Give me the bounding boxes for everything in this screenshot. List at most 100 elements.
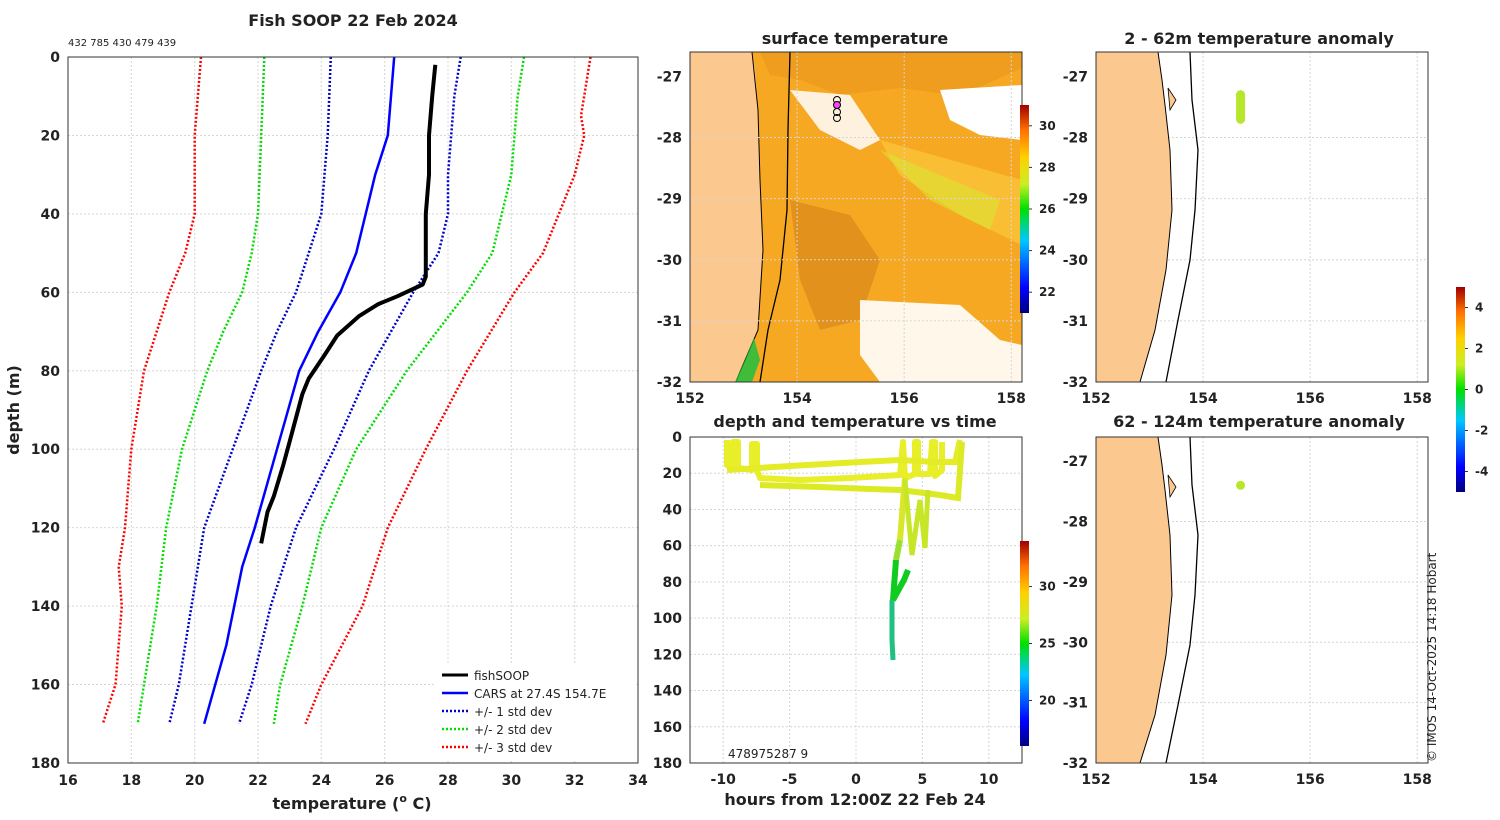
anomaly-colorbar-tick: 2 [1475, 342, 1483, 356]
anomaly-lower-points [1236, 480, 1246, 490]
timeseries-track-mid [759, 441, 965, 502]
profile-series [101, 57, 592, 725]
profile-x-tick: 24 [312, 773, 332, 789]
timeseries-deepest [889, 600, 896, 661]
profile-y-label: depth (m) [4, 365, 23, 455]
anomaly-upper-y-tick: -30 [1063, 253, 1089, 269]
anomaly-lower-coastline [1139, 437, 1173, 763]
timeseries-descent-mid [893, 539, 903, 561]
profile-x-tick: 22 [248, 773, 267, 789]
anomaly-lower-x-tick: 156 [1296, 772, 1325, 788]
sst-colorbar-tick: 24 [1039, 244, 1056, 258]
timeseries-y-tick: 60 [663, 539, 683, 555]
anomaly-colorbar [1456, 287, 1465, 492]
timeseries-y-tick: 80 [663, 575, 683, 591]
sst-y-tick: -32 [657, 375, 682, 391]
profile-plot-area [68, 57, 638, 763]
profile-y-tick: 60 [41, 285, 61, 301]
sst-track-point [833, 114, 841, 122]
profile-x-tick: 20 [185, 773, 205, 789]
anomaly-upper-x-tick: 154 [1188, 391, 1217, 407]
sst-x-tick: 156 [890, 391, 919, 407]
anomaly-upper-coastline [1139, 52, 1173, 382]
timeseries-x-tick: 10 [979, 772, 999, 788]
profile-y-tick: 100 [31, 442, 60, 458]
timeseries-y-tick: 180 [653, 756, 682, 772]
profile-header-ids: 432 785 430 479 439 [68, 38, 176, 49]
timeseries-x-tick: -5 [782, 772, 798, 788]
sst-y-ticks: -27 -28 -29 -30 -31 -32 [657, 69, 683, 391]
anomaly-lower-x-tick: 154 [1188, 772, 1217, 788]
anomaly-lower-y-tick: -31 [1063, 696, 1088, 712]
anomaly-lower-anomaly-point [1236, 480, 1246, 490]
sst-x-tick: 152 [675, 391, 704, 407]
anomaly-lower-y-tick: -29 [1063, 575, 1088, 591]
timeseries-y-tick: 40 [663, 502, 683, 518]
sst-y-tick: -28 [657, 131, 682, 147]
sst-warm-eddy [790, 200, 880, 330]
sst-warm-band [760, 52, 1022, 96]
timeseries-colorbar [1020, 541, 1029, 746]
timeseries-y-tick: 160 [653, 720, 682, 736]
timeseries-x-label: hours from 12:00Z 22 Feb 24 [724, 790, 985, 809]
anomaly-upper-panel: 2 - 62m temperature anomaly 152 154 156 158… [1063, 29, 1432, 407]
legend-label-cars: CARS at 27.4S 154.7E [474, 687, 606, 701]
timeseries-y-ticks: 0 20 40 60 80 100 120 140 160 180 [653, 430, 682, 772]
anomaly-lower-x-tick: 158 [1403, 772, 1432, 788]
profile-x-ticks: 16 18 20 22 24 26 28 30 32 34 [58, 773, 648, 789]
anomaly-upper-x-tick: 156 [1296, 391, 1325, 407]
timeseries-track-upper [724, 439, 945, 483]
sst-x-ticks: 152 154 156 158 [675, 391, 1026, 407]
sst-land [690, 52, 763, 382]
anomaly-lower-y-tick: -27 [1063, 454, 1088, 470]
anomaly-lower-title: 62 - 124m temperature anomaly [1113, 412, 1405, 431]
timeseries-x-tick: 5 [918, 772, 928, 788]
profile-x-label: temperature (o C) [272, 792, 431, 813]
timeseries-y-tick: 0 [672, 430, 682, 446]
profile-title: Fish SOOP 22 Feb 2024 [248, 11, 457, 30]
profile-x-tick: 28 [438, 773, 457, 789]
profile-y-tick: 160 [31, 678, 60, 694]
anomaly-colorbar-tick: 4 [1475, 301, 1483, 315]
sst-colorbar-tick: 30 [1039, 119, 1056, 133]
timeseries-panel: depth and temperature vs time 478975287 … [653, 412, 1056, 809]
profile-line-std-dev [168, 57, 333, 725]
anomaly-lower-frame [1095, 436, 1429, 764]
profile-x-tick: 32 [565, 773, 584, 789]
anomaly-upper-y-tick: -28 [1063, 131, 1088, 147]
anomaly-colorbar-tick: -2 [1475, 424, 1488, 438]
timeseries-x-tick: 0 [851, 772, 861, 788]
profile-line-std-dev [272, 57, 526, 725]
anomaly-upper-title: 2 - 62m temperature anomaly [1124, 29, 1394, 48]
credit-text: © IMOS 14-Oct-2025 14:18 Hobart [1425, 552, 1439, 762]
sst-title: surface temperature [762, 29, 949, 48]
sst-cool-patch [880, 150, 1000, 230]
timeseries-yo-yo [902, 479, 931, 556]
timeseries-colorbar-tick: 25 [1039, 637, 1056, 651]
sst-colorbar-tick: 22 [1039, 285, 1056, 299]
timeseries-overlay-ids: 478975287 9 [728, 747, 808, 761]
sst-panel: surface temperature 152 154 156 158 -27-2 [657, 29, 1056, 407]
profile-line-std-dev [304, 57, 592, 725]
sst-x-tick: 154 [782, 391, 811, 407]
profile-panel: Fish SOOP 22 Feb 2024 432 785 430 479 43… [4, 11, 648, 813]
anomaly-upper-points [1236, 90, 1246, 124]
sst-cloud-gap-1 [940, 85, 1022, 140]
anomaly-lower-y-tick: -32 [1063, 756, 1088, 772]
profile-line-std-dev [237, 57, 462, 725]
anomaly-lower-island [1167, 474, 1177, 499]
profile-y-tick: 140 [31, 599, 60, 615]
timeseries-x-ticks: -10 -5 0 5 10 [711, 772, 999, 788]
legend-label-1std: +/- 1 std dev [474, 705, 552, 719]
sst-colorbar-tick: 28 [1039, 160, 1056, 174]
anomaly-upper-island [1167, 87, 1177, 112]
sst-cold-shelf [735, 338, 760, 382]
profile-y-tick: 0 [50, 50, 60, 66]
profile-x-tick: 18 [122, 773, 141, 789]
profile-y-tick: 80 [41, 364, 61, 380]
sst-cloud-gap-3 [860, 300, 1022, 382]
anomaly-lower-land [1096, 437, 1172, 763]
legend-label-fishsoop: fishSOOP [474, 669, 529, 683]
profile-x-tick: 30 [502, 773, 522, 789]
